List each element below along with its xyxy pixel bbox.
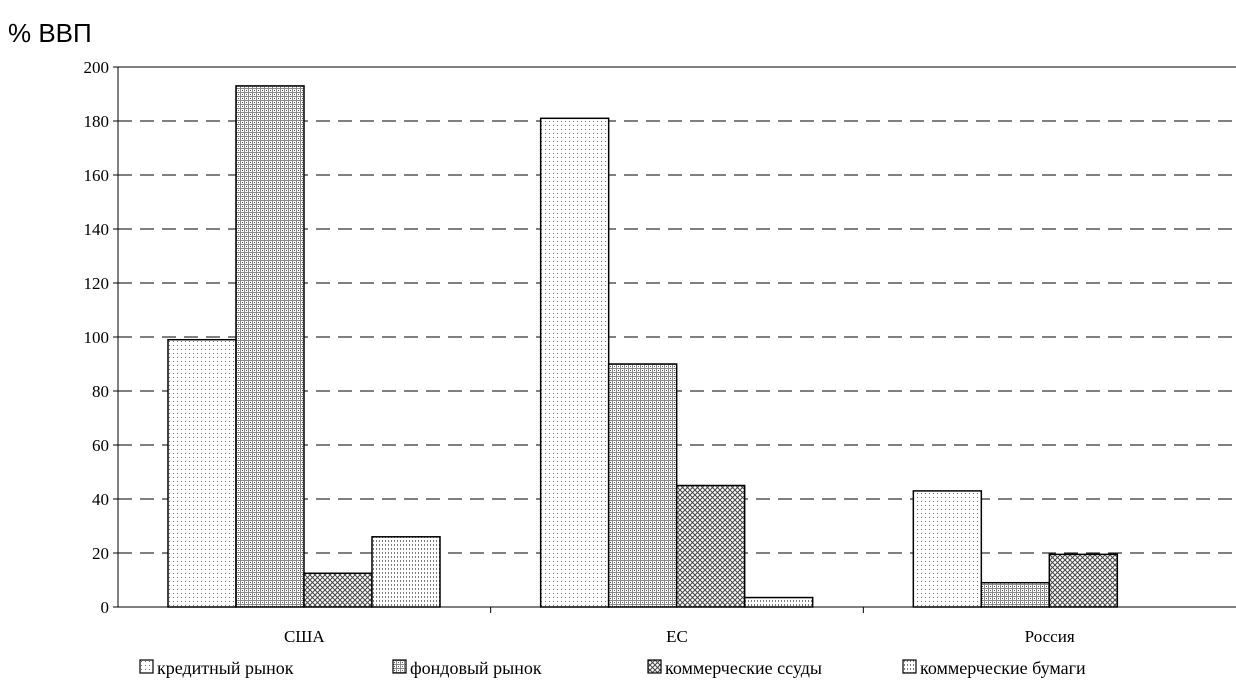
bar-3-1 bbox=[303, 572, 373, 608]
bar-1-1 bbox=[167, 338, 237, 608]
y-axis-label: % ВВП bbox=[8, 18, 92, 48]
legend-swatch-2 bbox=[392, 659, 407, 674]
bar-2-2 bbox=[607, 363, 678, 608]
legend-label-1: кредитный рынок bbox=[157, 658, 294, 678]
legend-label-3: коммерческие ссуды bbox=[665, 658, 822, 678]
legend: кредитный рынок фондовый рынок коммерчески… bbox=[139, 658, 1086, 678]
bar-3-3 bbox=[1048, 553, 1119, 608]
legend-swatch-4 bbox=[902, 659, 917, 674]
bar-1-3 bbox=[912, 490, 983, 608]
bar-2-3 bbox=[980, 581, 1051, 608]
bar-4-2 bbox=[743, 596, 814, 608]
axes bbox=[117, 67, 1236, 613]
y-tick-label: 40 bbox=[92, 490, 109, 509]
legend-label-4: коммерческие бумаги bbox=[920, 658, 1086, 678]
category-labels: США ЕС Россия bbox=[284, 627, 1075, 646]
bar-3-2 bbox=[675, 484, 746, 608]
y-tick-label: 180 bbox=[84, 112, 110, 131]
bar-2-1 bbox=[235, 85, 305, 608]
y-tick-label: 120 bbox=[84, 274, 110, 293]
bar-4-1 bbox=[371, 536, 441, 608]
bar-1-2 bbox=[539, 117, 610, 608]
y-tick-label: 60 bbox=[92, 436, 109, 455]
y-tick-label: 160 bbox=[84, 166, 110, 185]
legend-label-2: фондовый рынок bbox=[410, 658, 542, 678]
x-tick-label: США bbox=[284, 627, 325, 646]
x-tick-label: ЕС bbox=[666, 627, 688, 646]
x-tick-label: Россия bbox=[1025, 627, 1075, 646]
legend-swatch-3 bbox=[647, 659, 662, 674]
bars bbox=[167, 85, 1119, 608]
y-tick-label: 80 bbox=[92, 382, 109, 401]
y-tick-label: 140 bbox=[84, 220, 110, 239]
y-tick-label: 100 bbox=[84, 328, 110, 347]
y-tick-label: 0 bbox=[101, 598, 110, 617]
y-tick-labels: 0 20 40 60 80 100 120 140 160 180 200 bbox=[84, 58, 118, 617]
legend-swatch-1 bbox=[139, 659, 154, 674]
y-tick-label: 200 bbox=[84, 58, 110, 77]
y-tick-label: 20 bbox=[92, 544, 109, 563]
